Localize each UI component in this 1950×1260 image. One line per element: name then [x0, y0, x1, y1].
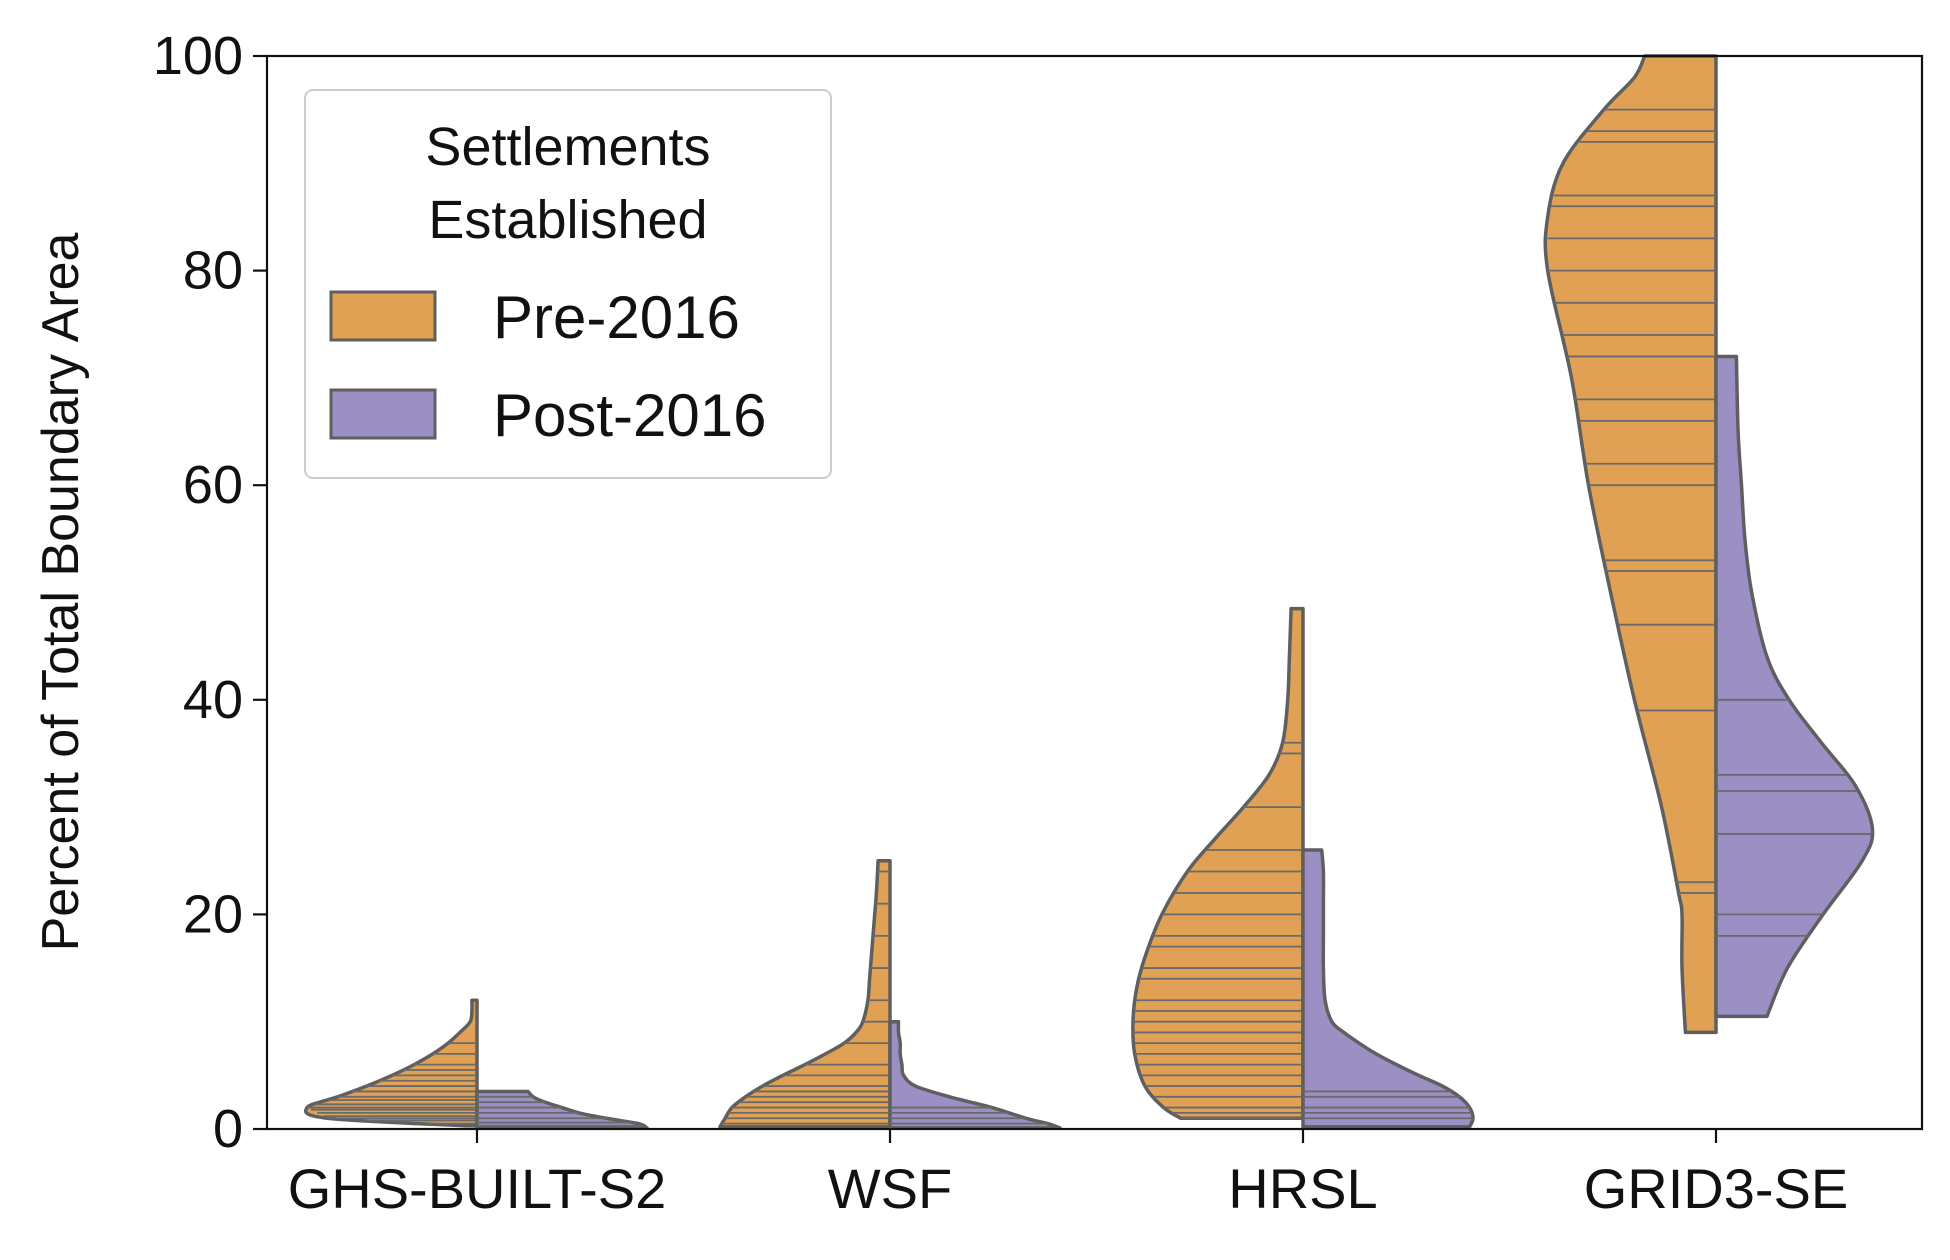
y-tick-label: 80 — [183, 241, 243, 301]
legend-label-post-2016: Post-2016 — [493, 382, 767, 449]
plot-frame — [265, 54, 1924, 1131]
x-axis: GHS-BUILT-S2 WSF HRSL GRID3-SE — [288, 1129, 1849, 1220]
legend-swatch-pre-2016 — [329, 290, 437, 342]
y-tick-label: 20 — [183, 884, 243, 944]
violin-pre-2016-ghs-built-s2 — [304, 998, 479, 1128]
y-tick-label: 0 — [213, 1099, 243, 1159]
x-tick-label-grid3-se: GRID3-SE — [1584, 1157, 1849, 1220]
y-tick-label: 40 — [183, 670, 243, 730]
y-axis-title: Percent of Total Boundary Area — [32, 233, 90, 952]
x-tick-label-ghs-built-s2: GHS-BUILT-S2 — [288, 1157, 667, 1220]
x-tick-label-wsf: WSF — [828, 1157, 952, 1220]
y-axis: 0 20 40 60 80 100 — [153, 26, 267, 1159]
legend: Settlements Established Pre-2016 Post-20… — [304, 89, 832, 479]
violin-pre-2016-grid3-se — [1543, 54, 1718, 1035]
legend-label-pre-2016: Pre-2016 — [493, 284, 740, 351]
y-tick-label: 60 — [183, 455, 243, 515]
violin-group — [304, 54, 1875, 1130]
violin-pre-2016-wsf — [718, 859, 892, 1129]
legend-swatch-post-2016 — [329, 388, 437, 440]
legend-title-line1: Settlements — [425, 117, 710, 177]
x-tick-label-hrsl: HRSL — [1228, 1157, 1377, 1220]
legend-frame — [304, 89, 832, 479]
violin-post-2016-hrsl — [1301, 848, 1475, 1129]
violin-pre-2016-hrsl — [1131, 606, 1305, 1121]
violin-post-2016-wsf — [888, 1019, 1062, 1130]
legend-title-line2: Established — [428, 190, 707, 250]
y-tick-label: 100 — [153, 26, 243, 86]
